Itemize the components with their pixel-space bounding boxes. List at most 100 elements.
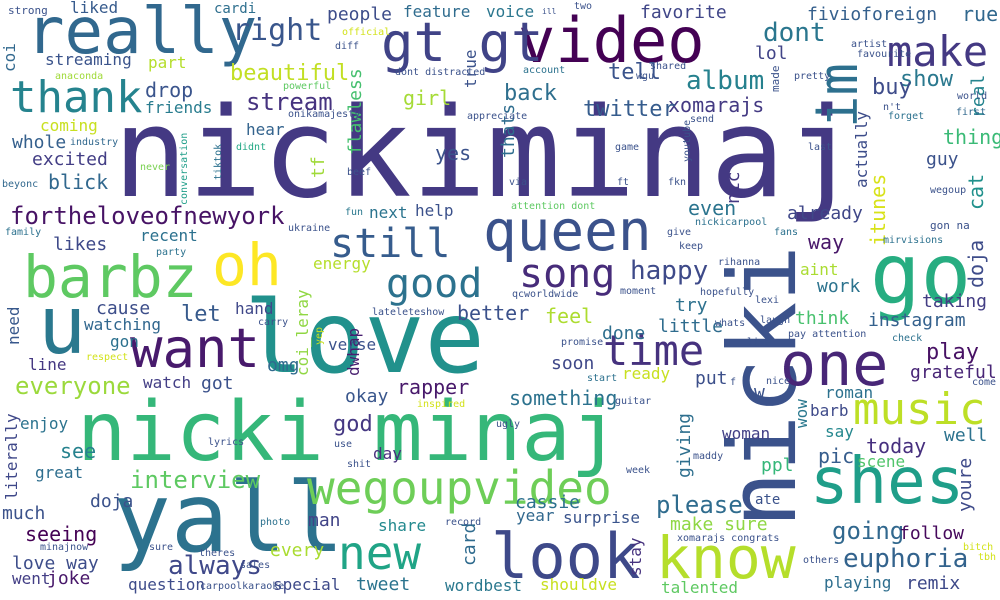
word-cassie: cassie — [515, 492, 581, 513]
word-play: play — [926, 340, 979, 365]
word-beyonc: beyonc — [2, 179, 39, 190]
word-come: come — [972, 377, 997, 388]
word-promise: promise — [561, 337, 604, 348]
word-went: went — [12, 569, 51, 588]
word-okay: okay — [345, 386, 389, 407]
word-w: w — [754, 382, 765, 403]
word-oh: oh — [212, 231, 282, 299]
word-let: let — [181, 302, 221, 327]
word-even: even — [688, 196, 737, 220]
word-album: album — [686, 66, 765, 96]
word-wegoup: wegoup — [930, 185, 967, 196]
word-tiktok: tiktok — [213, 143, 224, 180]
word-laugh: laugh — [760, 315, 791, 326]
word-gon: gon — [110, 332, 139, 351]
word-stay: stay — [626, 537, 645, 576]
word-hopefully: hopefully — [700, 287, 755, 298]
word-sales: sales — [240, 560, 271, 571]
word-going: going — [832, 517, 905, 545]
word-lexi: lexi — [755, 295, 780, 306]
word-coi-leray: coi_leray — [293, 289, 312, 376]
word-wegoupvideo: wegoupvideo — [307, 461, 612, 515]
word-buy: buy — [872, 75, 912, 100]
word-rue: rue — [962, 2, 999, 26]
word-yes: yes — [435, 141, 472, 165]
word-nt: n't — [883, 102, 902, 113]
word-recent: recent — [140, 226, 198, 245]
word-fans: fans — [774, 227, 799, 238]
word-shared: shared — [650, 61, 687, 72]
word-beautiful: beautiful — [230, 61, 350, 86]
word-share: share — [378, 516, 427, 535]
word-guy: guy — [926, 149, 959, 170]
word-shit: shit — [347, 459, 372, 470]
word-woman: woman — [722, 424, 771, 443]
word-already: already — [787, 203, 863, 224]
word-artist: artist — [851, 39, 888, 50]
word-excited: excited — [32, 149, 108, 170]
word-joke: joke — [47, 568, 91, 589]
word-doja-2: doja — [964, 239, 988, 288]
word-respect: respect — [86, 352, 129, 363]
word-sure: sure — [149, 542, 174, 553]
word-made: made — [769, 65, 782, 93]
word-tbh: tbh — [978, 552, 997, 563]
word-game: game — [615, 142, 640, 153]
word-show: show — [900, 67, 953, 92]
word-ready: ready — [622, 364, 671, 383]
word-video: video — [518, 4, 705, 77]
word-thank: thank — [10, 72, 143, 123]
word-pretty: pretty — [794, 71, 831, 82]
word-week: week — [626, 465, 651, 476]
word-stream: stream — [246, 88, 333, 116]
word-anaconda: anaconda — [55, 71, 104, 82]
word-voice: voice — [486, 2, 535, 21]
word-xomarajs-congrats: xomarajs congrats — [677, 533, 780, 544]
word-euphoria: euphoria — [843, 544, 969, 574]
word-much: much — [2, 503, 46, 524]
word-want: want — [130, 317, 261, 380]
word-cause: cause — [96, 298, 151, 319]
word-watching: watching — [84, 315, 162, 334]
word-grateful: grateful — [910, 362, 997, 383]
word-really: really — [26, 0, 258, 69]
word-back: back — [504, 81, 557, 106]
word-soon: soon — [551, 353, 595, 374]
word-way: way — [808, 230, 845, 254]
word-roman: roman — [825, 383, 874, 402]
word-energy: energy — [313, 254, 371, 273]
word-attention-dont: attention dont — [511, 201, 596, 212]
word-good: good — [386, 261, 483, 307]
word-powerful: powerful — [283, 81, 332, 92]
word-verse: verse — [328, 335, 377, 354]
word-happy: happy — [630, 256, 709, 286]
word-gon-na: gon na — [930, 219, 970, 232]
word-xomarajs: xomarajs — [668, 93, 765, 117]
word-start: start — [587, 373, 618, 384]
word-via: via — [509, 177, 528, 188]
word-time: time — [603, 326, 705, 375]
word-part: part — [148, 53, 187, 72]
word-hand: hand — [235, 299, 274, 318]
word-f: f — [730, 377, 737, 388]
word-youtube: youtube — [682, 119, 693, 162]
word-wow: wow — [792, 399, 811, 428]
word-actually: actually — [852, 110, 871, 188]
word-keep: keep — [679, 241, 704, 252]
word-new: new — [338, 526, 422, 580]
word-girl: girl — [403, 86, 452, 110]
word-man: man — [308, 510, 341, 531]
word-see: see — [60, 439, 97, 463]
word-lateleteshow: lateleteshow — [372, 307, 445, 318]
word-make: make — [887, 27, 989, 76]
word-fkn: fkn — [668, 177, 687, 188]
word-done: done — [602, 323, 646, 344]
word-hear: hear — [246, 120, 285, 139]
word-yep: yep — [314, 326, 325, 345]
word-whole: whole — [12, 132, 67, 153]
word-mirvisions: mirvisions — [883, 235, 944, 246]
word-interview: interview — [130, 466, 261, 494]
word-twitter: twitter — [583, 97, 676, 122]
word-today: today — [866, 434, 927, 458]
